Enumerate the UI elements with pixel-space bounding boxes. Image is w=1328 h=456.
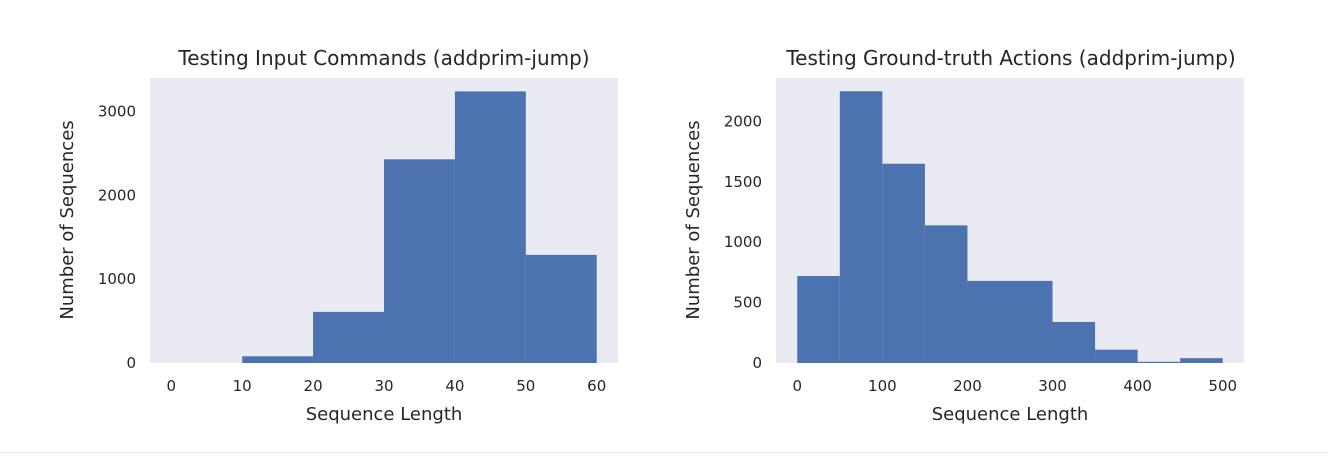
y-tick-label: 3000: [98, 103, 136, 121]
histogram-bar: [384, 159, 455, 363]
histogram-bar: [525, 254, 597, 363]
histogram-bar: [882, 163, 925, 363]
x-tick-label: 300: [1038, 377, 1067, 395]
histogram-bar: [1180, 358, 1223, 363]
x-tick-label: 100: [868, 377, 897, 395]
histogram-bar: [1137, 361, 1181, 363]
histogram-bar: [1095, 349, 1138, 363]
histogram-bar: [839, 91, 883, 363]
x-tick-label: 50: [516, 377, 535, 395]
y-tick-label: 1000: [724, 233, 762, 251]
x-tick-label: 30: [374, 377, 393, 395]
y-axis-label: Number of Sequences: [57, 120, 78, 319]
x-tick-label: 20: [304, 377, 323, 395]
y-tick-labels: 0 500 1000 1500 2000: [724, 112, 762, 372]
x-tick-label: 400: [1123, 377, 1152, 395]
x-tick-labels: 0 100 200 300 400 500: [792, 377, 1237, 395]
y-tick-label: 2000: [98, 186, 136, 204]
chart-input-commands: Testing Input Commands (addprim-jump) 0 1…: [57, 46, 618, 425]
chart-title: Testing Input Commands (addprim-jump): [177, 46, 589, 70]
bottom-divider: [0, 452, 1328, 453]
x-tick-label: 0: [166, 377, 176, 395]
histogram-bar: [924, 225, 968, 363]
bars: [797, 91, 1223, 363]
x-tick-label: 200: [953, 377, 982, 395]
x-tick-label: 0: [792, 377, 802, 395]
y-tick-label: 2000: [724, 112, 762, 130]
y-axis-label: Number of Sequences: [683, 120, 704, 319]
y-tick-labels: 0 1000 2000 3000: [98, 103, 136, 372]
x-axis-label: Sequence Length: [306, 404, 463, 425]
y-tick-label: 1500: [724, 173, 762, 191]
x-tick-label: 10: [233, 377, 252, 395]
histogram-bar: [1052, 321, 1096, 363]
histogram-bar: [1010, 280, 1053, 363]
y-tick-label: 0: [126, 354, 136, 372]
histogram-bar: [967, 280, 1010, 363]
x-tick-label: 500: [1208, 377, 1237, 395]
bars: [242, 91, 597, 363]
y-tick-label: 0: [752, 354, 762, 372]
histogram-bar: [454, 91, 526, 363]
chart-title: Testing Ground-truth Actions (addprim-ju…: [785, 46, 1235, 70]
x-axis-label: Sequence Length: [932, 404, 1089, 425]
histogram-bar: [313, 311, 384, 363]
y-tick-label: 500: [733, 294, 762, 312]
histogram-bar: [797, 276, 840, 363]
histogram-bar: [242, 356, 314, 363]
x-tick-label: 40: [445, 377, 464, 395]
y-tick-label: 1000: [98, 270, 136, 288]
x-tick-labels: 0 10 20 30 40 50 60: [166, 377, 606, 395]
chart-ground-truth-actions: Testing Ground-truth Actions (addprim-ju…: [683, 46, 1244, 425]
x-tick-label: 60: [587, 377, 606, 395]
